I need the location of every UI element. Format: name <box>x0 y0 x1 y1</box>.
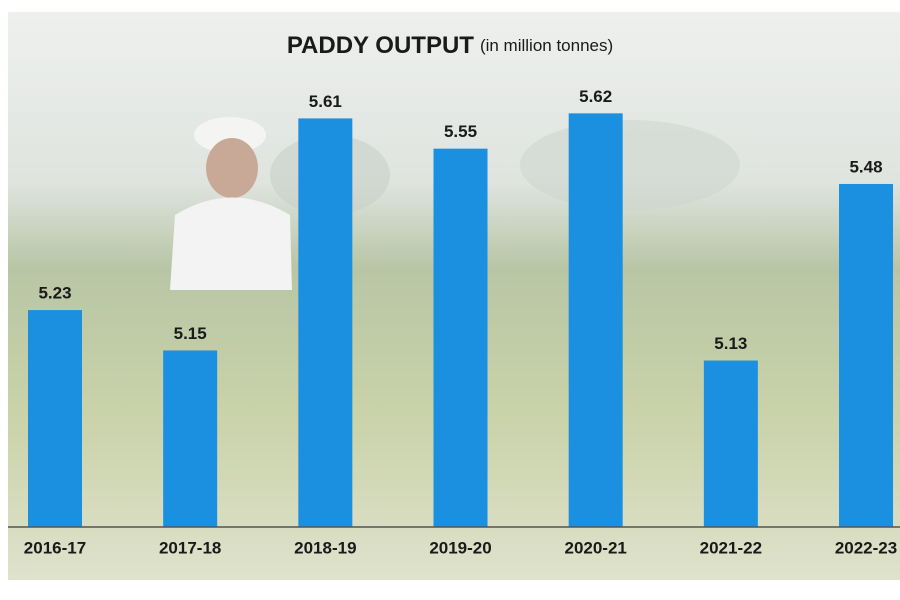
tree-silhouette <box>520 120 740 210</box>
bar <box>568 113 623 527</box>
x-tick-label: 2019-20 <box>429 538 491 557</box>
bar <box>28 310 82 527</box>
farmer-figure <box>170 117 292 290</box>
bar <box>703 360 758 527</box>
x-tick-label: 2018-19 <box>294 538 356 557</box>
x-tick-label: 2016-17 <box>24 538 86 557</box>
bar <box>433 148 488 527</box>
value-label: 5.13 <box>714 334 747 353</box>
value-label: 5.15 <box>174 324 207 343</box>
chart-title-group: PADDY OUTPUT (in million tonnes) <box>287 32 613 59</box>
x-tick-label: 2022-23 <box>835 538 897 557</box>
bar <box>839 183 894 527</box>
x-tick-label: 2021-22 <box>700 538 762 557</box>
value-label: 5.48 <box>849 157 882 176</box>
chart-subtitle: (in million tonnes) <box>480 36 613 55</box>
value-label: 5.61 <box>309 92 342 111</box>
x-tick-label: 2020-21 <box>564 538 626 557</box>
bar <box>163 350 218 527</box>
value-label: 5.62 <box>579 87 612 106</box>
value-label: 5.55 <box>444 122 477 141</box>
value-label: 5.23 <box>38 284 71 303</box>
x-tick-label: 2017-18 <box>159 538 221 557</box>
bar <box>298 118 353 528</box>
chart-title: PADDY OUTPUT <box>287 32 474 59</box>
